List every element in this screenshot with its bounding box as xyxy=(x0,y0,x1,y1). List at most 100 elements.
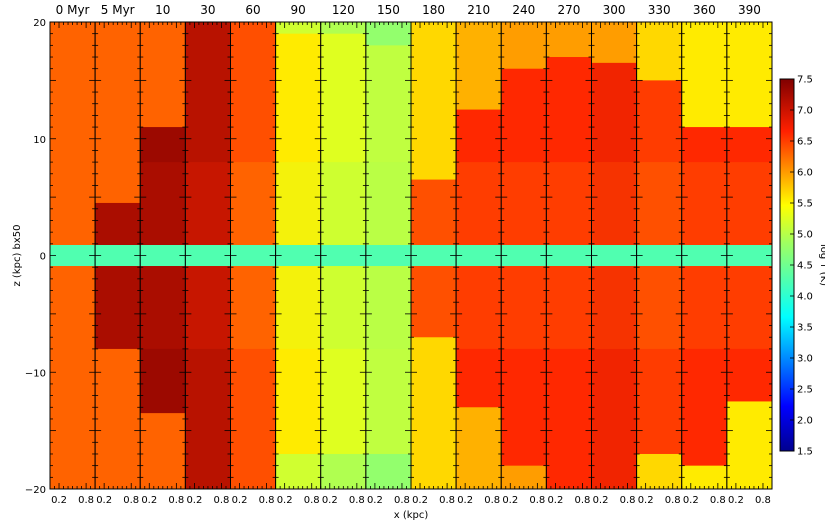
x-tick-label: 0.8 xyxy=(394,495,410,506)
colorbar-group: 7.5 7.0 6.5 6.0 5.5 5.0 4.5 4.0 3.5 3.0 2.5 2.0 1.5 l… xyxy=(779,75,825,458)
panel-disk xyxy=(230,244,276,267)
panel-title: 120 xyxy=(332,3,355,17)
panel-4 xyxy=(230,21,277,490)
x-tick-label: 0.8 xyxy=(168,495,184,506)
panel-hot-region xyxy=(140,127,186,414)
panel-disk xyxy=(320,244,366,267)
x-tick-label: 0.8 xyxy=(529,495,545,506)
x-tick-label: 0.8 xyxy=(755,495,771,506)
panel-title: 30 xyxy=(200,3,215,17)
colorbar-label: log T (K) xyxy=(818,244,825,286)
panel-hot-region xyxy=(501,68,547,466)
panel-disk xyxy=(50,244,96,267)
panel-disk xyxy=(591,244,637,267)
x-tick-label: 0.8 xyxy=(710,495,726,506)
panel-hot-region xyxy=(275,33,321,454)
colorbar-tick-label: 7.0 xyxy=(797,106,813,117)
colorbar-tick-label: 4.5 xyxy=(797,261,813,272)
colorbar-tick-label: 6.0 xyxy=(797,168,813,179)
x-tick-label: 0.8 xyxy=(484,495,500,506)
panel-8 xyxy=(410,21,457,490)
panel-title: 270 xyxy=(557,3,580,17)
panel-title: 180 xyxy=(422,3,445,17)
panel-11 xyxy=(545,21,592,490)
panel-hot-region xyxy=(591,62,637,490)
panel-title: 5 Myr xyxy=(101,3,135,17)
x-tick-label: 0.8 xyxy=(123,495,139,506)
x-tick-label: 0.2 xyxy=(728,495,744,506)
panel-disk xyxy=(411,244,457,267)
panel-5 xyxy=(275,21,322,490)
y-tick-label: −20 xyxy=(25,485,46,496)
colorbar-tick-label: 5.5 xyxy=(797,199,813,210)
x-tick-label: 0.2 xyxy=(232,495,248,506)
panel-hot-region xyxy=(320,33,366,454)
panel-title: 360 xyxy=(693,3,716,17)
x-tick-label: 0.2 xyxy=(457,495,473,506)
panel-12 xyxy=(591,21,638,490)
panel-disk xyxy=(456,244,502,267)
panel-9 xyxy=(455,21,502,490)
x-tick-label: 0.2 xyxy=(638,495,654,506)
panel-disk xyxy=(546,244,592,267)
panel-disk xyxy=(185,244,231,267)
panel-disk xyxy=(501,244,547,267)
x-tick-label: 0.2 xyxy=(502,495,518,506)
x-tick-label: 0.8 xyxy=(214,495,230,506)
colorbar-tick-label: 2.0 xyxy=(797,416,813,427)
x-tick-label: 0.2 xyxy=(277,495,293,506)
colorbar-tick-label: 3.0 xyxy=(797,354,813,365)
x-tick-label: 0.8 xyxy=(304,495,320,506)
panel-7 xyxy=(365,21,412,490)
panel-title: 10 xyxy=(155,3,170,17)
colorbar-tick-label: 5.0 xyxy=(797,230,813,241)
panel-disk xyxy=(681,244,727,267)
panel-disk xyxy=(95,244,141,267)
colorbar-tick-label: 6.5 xyxy=(797,137,813,148)
panel-disk xyxy=(275,244,321,267)
x-tick-label: 0.8 xyxy=(665,495,681,506)
panel-title: 210 xyxy=(467,3,490,17)
x-tick-label: 0.2 xyxy=(547,495,563,506)
x-tick-label: 0.2 xyxy=(186,495,202,506)
x-tick-label: 0.8 xyxy=(349,495,365,506)
panel-hot-region xyxy=(95,202,141,349)
colorbar-tick-label: 7.5 xyxy=(797,75,813,86)
colorbar-tick-label: 2.5 xyxy=(797,385,813,396)
panel-13 xyxy=(636,21,683,490)
panel-inner-band xyxy=(95,202,141,349)
x-tick-label: 0.2 xyxy=(141,495,157,506)
x-tick-label: 0.8 xyxy=(78,495,94,506)
x-tick-label: 0.2 xyxy=(683,495,699,506)
y-tick-label: 10 xyxy=(33,135,46,146)
panel-disk xyxy=(365,244,411,267)
panel-hot-region xyxy=(546,57,592,490)
panel-hot-region xyxy=(636,80,682,454)
y-tick-label: 0 xyxy=(40,252,46,263)
panel-title: 90 xyxy=(291,3,306,17)
panel-14 xyxy=(681,21,728,490)
x-tick-label: 0.2 xyxy=(322,495,338,506)
panel-title: 0 Myr xyxy=(56,3,90,17)
y-axis-label: z (kpc) bx50 xyxy=(12,224,23,286)
x-tick-label: 0.2 xyxy=(412,495,428,506)
x-tick-label: 0.8 xyxy=(575,495,591,506)
y-tick-label: −10 xyxy=(25,368,46,379)
panel-disk xyxy=(140,244,186,267)
panel-2 xyxy=(139,21,186,490)
x-tick-label: 0.2 xyxy=(51,495,67,506)
panel-6 xyxy=(320,21,367,490)
panel-10 xyxy=(500,21,547,490)
panel-disk xyxy=(636,244,682,267)
panel-hot-region xyxy=(681,127,727,466)
colorbar-tick-label: 4.0 xyxy=(797,292,813,303)
x-tick-label: 0.8 xyxy=(620,495,636,506)
panel-title: 330 xyxy=(648,3,671,17)
x-axis-label: x (kpc) xyxy=(394,510,429,521)
panel-title: 300 xyxy=(603,3,626,17)
panel-3 xyxy=(184,21,231,490)
y-tick-label: 20 xyxy=(33,18,46,29)
x-tick-label: 0.8 xyxy=(259,495,275,506)
